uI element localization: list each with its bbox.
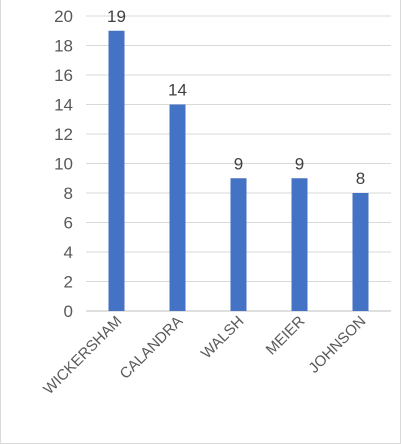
y-tick-label: 16 [54,66,73,85]
category-label-meier: MEIER [263,313,309,359]
category-label-wickersham: WICKERSHAM [40,313,125,398]
bar-wickersham [108,30,125,311]
y-tick-label: 8 [64,184,73,203]
y-tick-label: 4 [64,243,73,262]
category-label-walsh: WALSH [198,313,247,362]
y-tick-label: 12 [54,125,73,144]
data-label-calandra: 14 [168,81,187,100]
y-axis: 0 2 4 6 8 10 12 14 16 18 20 [54,7,73,321]
y-tick-label: 14 [54,96,73,115]
data-labels: 19 14 9 9 8 [107,7,365,188]
data-label-johnson: 8 [356,169,365,188]
bar-calandra [169,104,186,311]
y-tick-label: 10 [54,155,73,174]
bars [108,30,369,311]
category-label-calandra: CALANDRA [117,313,187,383]
data-label-wickersham: 19 [107,7,126,26]
bar-walsh [230,178,247,311]
y-tick-label: 6 [64,214,73,233]
y-tick-label: 0 [64,302,73,321]
data-label-meier: 9 [295,154,304,173]
y-tick-label: 2 [64,273,73,292]
data-label-walsh: 9 [234,154,243,173]
y-tick-label: 20 [54,7,73,26]
bar-meier [291,178,308,311]
y-tick-label: 18 [54,37,73,56]
category-label-johnson: JOHNSON [305,313,369,377]
bar-johnson [352,193,369,311]
